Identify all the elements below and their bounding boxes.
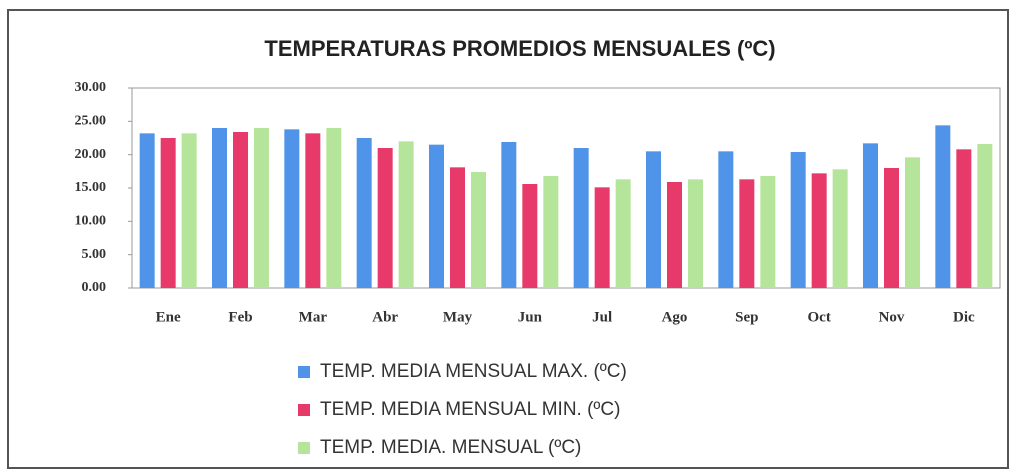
bar — [181, 133, 197, 288]
bar — [543, 176, 559, 288]
x-tick-label: Ene — [156, 309, 181, 325]
bar — [594, 187, 610, 288]
bar — [305, 133, 321, 288]
legend-label: TEMP. MEDIA MENSUAL MIN. (ºC) — [320, 399, 620, 420]
legend-swatch — [298, 442, 310, 454]
bar — [884, 168, 899, 288]
bar — [688, 179, 703, 288]
bar — [326, 128, 342, 288]
x-tick-label: Dic — [953, 309, 975, 325]
x-tick-label: Mar — [299, 309, 328, 325]
y-tick-label: 5.00 — [82, 247, 107, 262]
x-tick-label: Ago — [662, 309, 688, 325]
y-tick-label: 30.00 — [75, 80, 107, 95]
y-tick-label: 25.00 — [75, 114, 107, 129]
bar — [471, 172, 486, 288]
bar — [254, 128, 269, 288]
x-tick-label: Nov — [879, 309, 905, 325]
chart-title: TEMPERATURAS PROMEDIOS MENSUALES (ºC) — [264, 36, 775, 61]
bar — [429, 144, 444, 288]
bar — [739, 179, 755, 288]
x-tick-label: Feb — [228, 309, 252, 325]
x-tick-label: Sep — [735, 309, 758, 325]
bar — [718, 151, 734, 288]
x-tick-label: Oct — [808, 309, 831, 325]
x-tick-label: May — [443, 309, 473, 325]
y-tick-label: 0.00 — [82, 280, 107, 295]
bar — [233, 132, 248, 288]
bar — [501, 142, 517, 288]
bar — [377, 148, 393, 288]
bar — [811, 173, 827, 288]
bar — [863, 143, 878, 288]
legend-swatch — [298, 366, 310, 378]
bar — [790, 152, 806, 288]
y-tick-label: 15.00 — [75, 180, 107, 195]
bar — [905, 157, 920, 288]
bar — [522, 184, 538, 288]
bar — [284, 129, 300, 288]
bar — [450, 167, 465, 288]
bar — [760, 176, 776, 288]
bar — [832, 169, 848, 288]
bar — [212, 128, 227, 288]
bar — [573, 148, 589, 288]
x-tick-label: Abr — [372, 309, 398, 325]
y-tick-label: 20.00 — [75, 147, 107, 162]
bar — [139, 133, 155, 288]
x-tick-label: Jul — [592, 309, 612, 325]
bar — [615, 179, 631, 288]
legend-swatch — [298, 404, 310, 416]
x-tick-label: Jun — [518, 309, 543, 325]
bar — [935, 125, 951, 288]
bar — [356, 138, 372, 288]
bar — [160, 138, 176, 288]
bar — [956, 149, 972, 288]
legend-label: TEMP. MEDIA MENSUAL MAX. (ºC) — [320, 361, 627, 382]
bar — [977, 144, 993, 288]
legend-label: TEMP. MEDIA. MENSUAL (ºC) — [320, 437, 581, 458]
bar — [667, 182, 682, 288]
bar — [398, 141, 414, 288]
y-tick-label: 10.00 — [75, 214, 107, 229]
bar — [646, 151, 661, 288]
